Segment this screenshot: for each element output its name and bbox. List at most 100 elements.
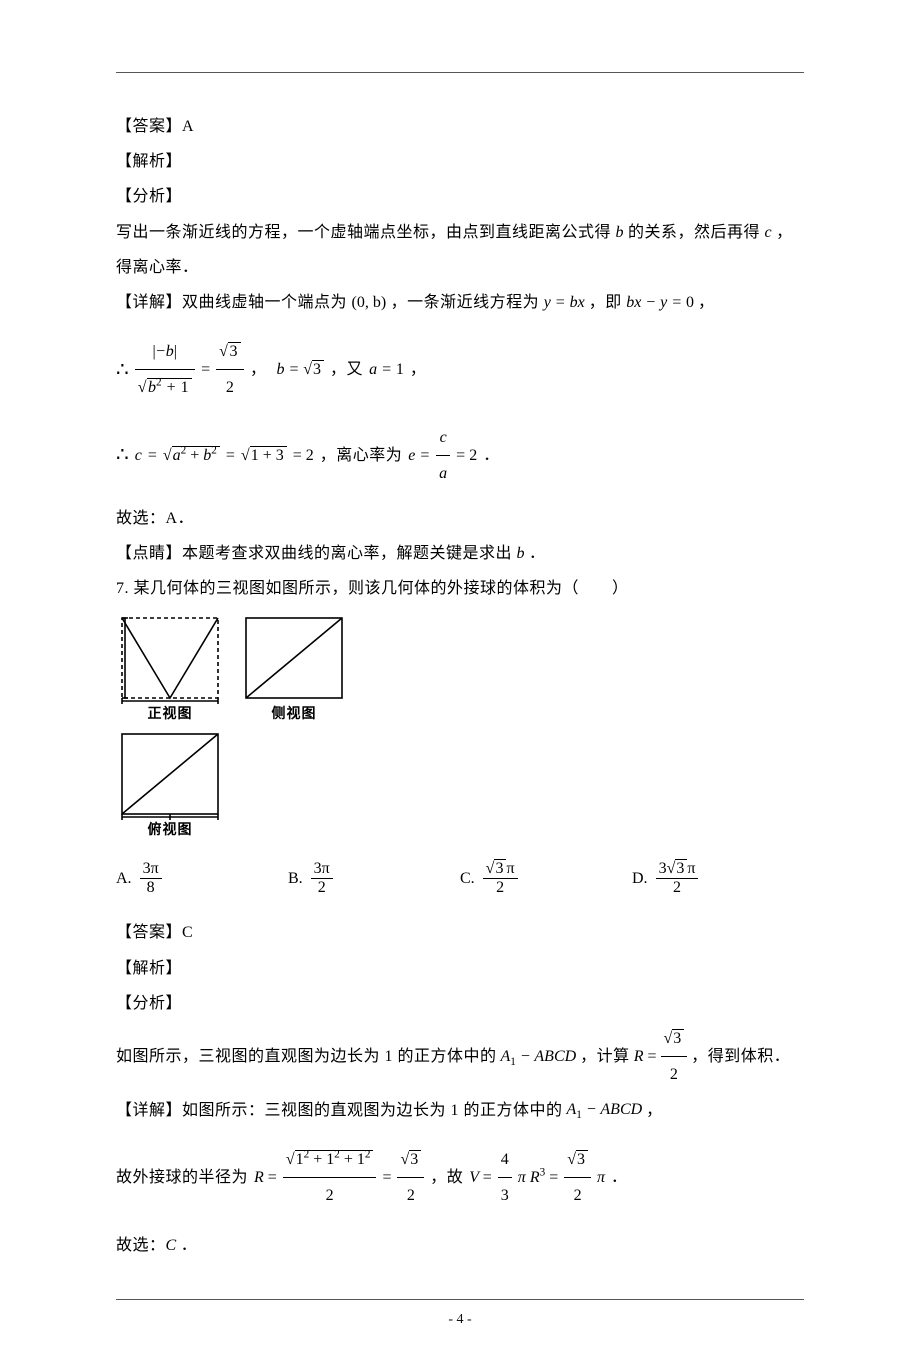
page-number: - 4 - <box>116 1312 804 1328</box>
fenxi2-mid: ，计算 <box>580 1039 630 1074</box>
eq-row-1: ∴ |−b| b2 + 1 = 3 2 ， b = 3 ，又 a = 1 ， <box>116 334 804 405</box>
therefore-icon-2: ∴ <box>116 433 129 477</box>
opt-b-num: 3π <box>314 860 330 877</box>
eq1-end: ， <box>410 352 427 387</box>
frac-4-3: 4 3 <box>498 1142 512 1213</box>
frac-c-a: c a <box>436 420 450 491</box>
period-1: ． <box>483 438 500 473</box>
R-eq: R = <box>634 1039 657 1074</box>
opt-d-den: 2 <box>656 879 699 897</box>
option-a: A. 3π 8 <box>116 860 288 897</box>
fenxi-body: 写出一条渐近线的方程，一个虚轴端点坐标，由点到直线距离公式得 b 的关系，然后再… <box>116 215 804 285</box>
three-views-svg: 正视图 侧视图 俯视图 <box>116 612 354 850</box>
v-num: 3 <box>576 1150 588 1168</box>
a-val: a = 1 <box>369 352 404 387</box>
R-val-frac: 3 2 <box>397 1142 424 1213</box>
ecc-prefix: ，离心率为 <box>320 438 403 473</box>
option-c-label: C. <box>460 870 475 888</box>
guxuan-a: 故选：A． <box>116 501 804 536</box>
option-a-label: A. <box>116 870 132 888</box>
guxuan-c: 故选：C ． <box>116 1228 804 1263</box>
opt-b-den: 2 <box>311 879 333 897</box>
opt-c-rad: 3 <box>494 859 506 877</box>
detail1-end: ， <box>698 294 715 311</box>
label-fenxi-2: 【分析】 <box>116 986 804 1021</box>
solid-name-2: A1 − ABCD <box>567 1092 643 1128</box>
endpoint: (0, b) <box>352 294 387 311</box>
equals-R: = <box>382 1160 391 1195</box>
equals-2: = <box>148 438 157 473</box>
answer-c: 【答案】C <box>116 915 804 950</box>
detail-line-1: 【详解】双曲线虚轴一个端点为 (0, b) ，一条渐近线方程为 y = bx ，… <box>116 285 804 320</box>
asymptote: y = bx <box>544 294 589 311</box>
R-row-pre: 故外接球的半径为 <box>116 1160 248 1195</box>
pi-suffix: π <box>597 1160 605 1195</box>
period-2: ． <box>611 1160 628 1195</box>
detail1-mid1: ，一条渐近线方程为 <box>391 294 540 311</box>
fenxi2-body: 如图所示，三视图的直观图为边长为 1 的正方体中的 A1 − ABCD ，计算 … <box>116 1021 804 1092</box>
R-den: 2 <box>661 1057 688 1092</box>
side-view-label: 侧视图 <box>272 705 317 722</box>
top-rule <box>116 72 804 73</box>
option-c-frac: 3π 2 <box>483 860 518 897</box>
frac-dist: |−b| b2 + 1 <box>135 334 195 405</box>
equals-3: = <box>226 438 235 473</box>
v43-den: 3 <box>498 1178 512 1213</box>
detail1-mid2: ，即 <box>589 294 622 311</box>
option-d-frac: 33π 2 <box>656 860 699 897</box>
eq-row-2: ∴ c = a2 + b2 = 1 + 3 = 2 ，离心率为 e = c a … <box>116 420 804 491</box>
R-big-frac: 12 + 12 + 12 2 <box>283 1142 377 1213</box>
sqrt-1p3: 1 + 3 <box>241 438 287 473</box>
opt-d-pi: π <box>687 860 695 877</box>
R-num: 3 <box>672 1029 684 1047</box>
fenxi2-post: ，得到体积． <box>691 1039 790 1074</box>
ecc-lhs: e = <box>408 438 430 473</box>
question-7: 7. 某几何体的三视图如图所示，则该几何体的外接球的体积为（ ） <box>116 571 804 606</box>
frac-sqrt3-2: 3 2 <box>216 334 244 405</box>
option-a-frac: 3π 8 <box>140 860 162 897</box>
R-V-row: 故外接球的半径为 R = 12 + 12 + 12 2 = 3 2 ，故 V =… <box>116 1142 804 1213</box>
label-fenxi: 【分析】 <box>116 179 804 214</box>
option-c: C. 3π 2 <box>460 860 632 897</box>
fenxi-body-text: 写出一条渐近线的方程，一个虚轴端点坐标，由点到直线距离公式得 b 的关系，然后再… <box>116 224 793 276</box>
bottom-rule <box>116 1299 804 1300</box>
equals-1: = <box>201 352 210 387</box>
v-den: 2 <box>564 1178 591 1213</box>
eq1-mid: ， <box>250 352 267 387</box>
V-lhs: V = <box>469 1160 492 1195</box>
top-view-label: 俯视图 <box>148 821 193 838</box>
opt-d-coef: 3 <box>659 860 667 877</box>
dianjing: 【点睛】本题考查求双曲线的离心率，解题关键是求出 b ． <box>116 536 804 571</box>
c-val: = 2 <box>293 438 314 473</box>
option-d-label: D. <box>632 870 648 888</box>
options-row: A. 3π 8 B. 3π 2 C. 3π 2 D. 33π 2 <box>116 860 804 897</box>
R-row-mid: ，故 <box>430 1160 463 1195</box>
option-b-frac: 3π 2 <box>311 860 333 897</box>
detail2-pre: 【详解】如图所示：三视图的直观图为边长为 1 的正方体中的 <box>116 1093 563 1128</box>
eq1-mid2: ，又 <box>330 352 363 387</box>
option-b-label: B. <box>288 870 303 888</box>
option-b: B. 3π 2 <box>288 860 460 897</box>
opt-c-den: 2 <box>483 879 518 897</box>
opt-c-pi: π <box>506 860 514 877</box>
solid-name: A1 − ABCD <box>501 1039 577 1075</box>
opt-a-num: 3π <box>143 860 159 877</box>
detail2-row: 【详解】如图所示：三视图的直观图为边长为 1 的正方体中的 A1 − ABCD … <box>116 1092 804 1128</box>
V-val-frac: 3 2 <box>564 1142 591 1213</box>
label-jiexi-2: 【解析】 <box>116 951 804 986</box>
front-view-label: 正视图 <box>148 705 193 722</box>
piR3: π R3 = <box>518 1160 558 1195</box>
R-lhs: R = <box>254 1160 277 1195</box>
three-views-figure: 正视图 侧视图 俯视图 <box>116 612 804 850</box>
c-lhs: c <box>135 438 142 473</box>
fenxi2-pre: 如图所示，三视图的直观图为边长为 1 的正方体中的 <box>116 1039 497 1074</box>
therefore-icon: ∴ <box>116 348 129 392</box>
b-val: b = 3 <box>272 352 324 387</box>
sqrt-a2b2: a2 + b2 <box>163 438 220 473</box>
detail2-end: ， <box>646 1093 663 1128</box>
opt-a-den: 8 <box>140 879 162 897</box>
ecc-val: = 2 <box>456 438 477 473</box>
detail1-prefix: 【详解】双曲线虚轴一个端点为 <box>116 294 347 311</box>
option-d: D. 33π 2 <box>632 860 804 897</box>
v43-num: 4 <box>498 1142 512 1178</box>
